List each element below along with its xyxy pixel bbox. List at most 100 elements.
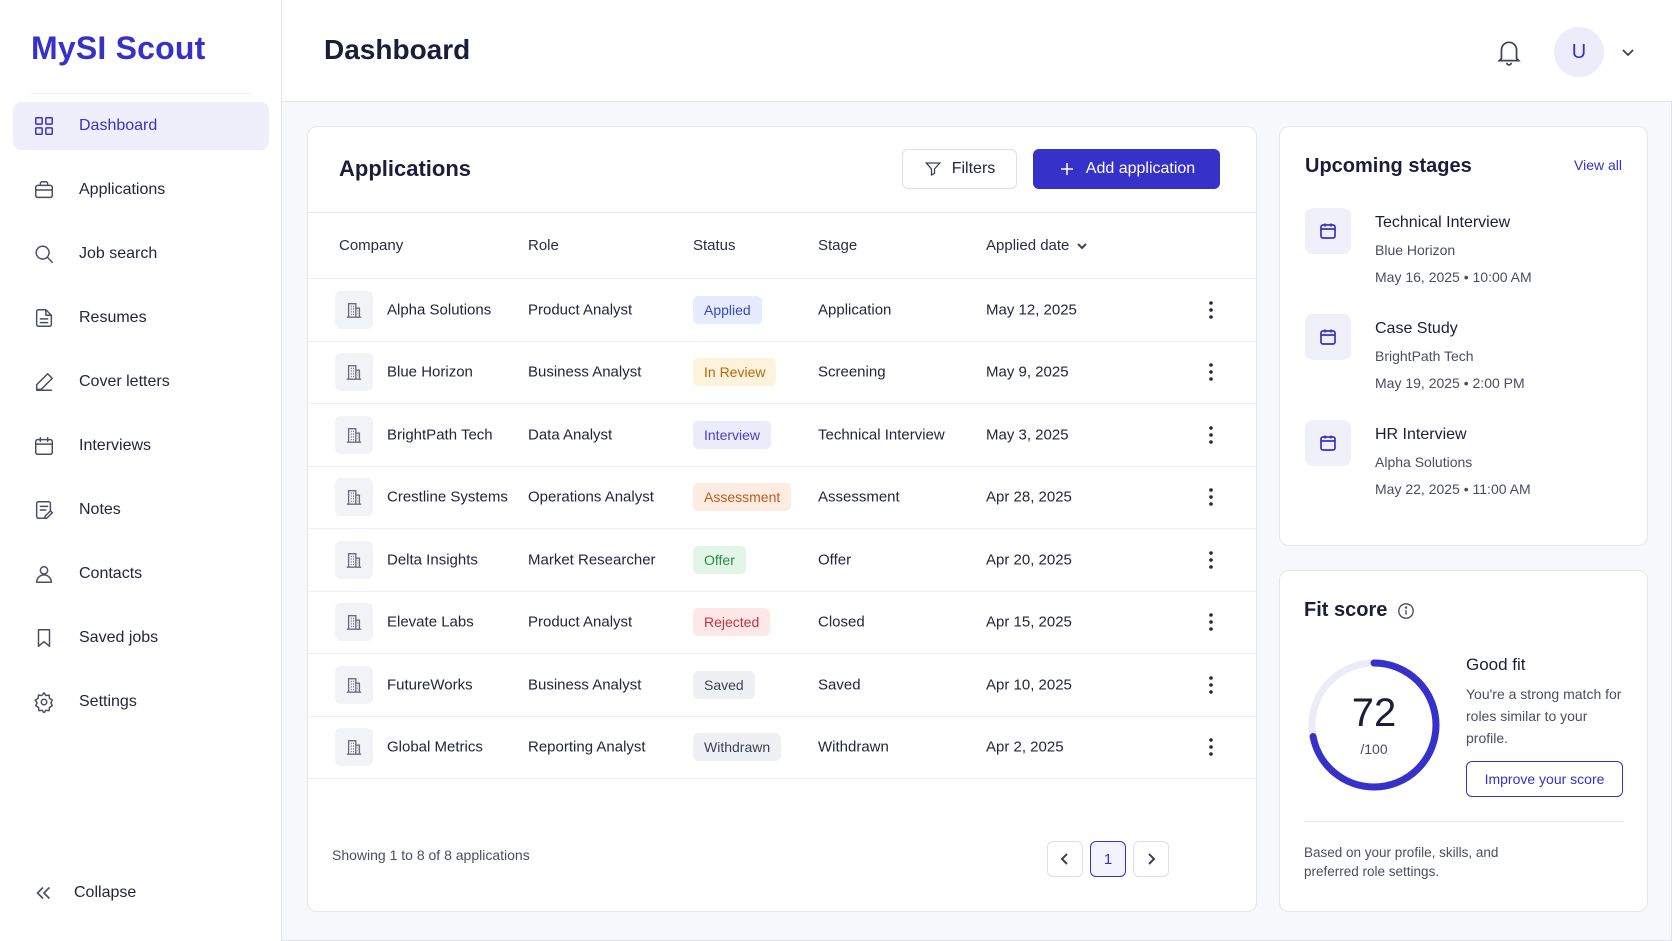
column-header-status[interactable]: Status	[693, 237, 736, 254]
fit-label: Good fit	[1466, 655, 1526, 674]
table-row[interactable]: Elevate Labs Product Analyst Rejected Close…	[308, 592, 1256, 654]
bell-icon[interactable]	[1496, 38, 1522, 66]
stage-company: Alpha Solutions	[1375, 454, 1473, 470]
kebab-menu-icon[interactable]	[1201, 485, 1221, 509]
column-header-stage[interactable]: Stage	[818, 237, 858, 254]
table-row[interactable]: Crestline Systems Operations Analyst Asses…	[308, 467, 1256, 529]
stage-name: Saved	[818, 676, 861, 694]
stage-name: Screening	[818, 363, 886, 381]
next-page-button[interactable]	[1133, 841, 1169, 877]
add-application-label: Add application	[1085, 160, 1196, 177]
applied-date: Apr 20, 2025	[986, 551, 1072, 569]
pagination-summary: Showing 1 to 8 of 8 applications	[332, 847, 530, 863]
kebab-menu-icon[interactable]	[1201, 548, 1221, 572]
status-badge: Rejected	[693, 608, 771, 637]
app-logo[interactable]: MySI Scout	[31, 30, 206, 66]
table-row[interactable]: Alpha Solutions Product Analyst Applied App…	[308, 279, 1256, 342]
sidebar-item-label: Job search	[79, 245, 158, 262]
stage-company: Blue Horizon	[1375, 242, 1456, 258]
sidebar-item-applications[interactable]: Applications	[13, 166, 269, 214]
calendar-icon	[1305, 208, 1351, 254]
table-row[interactable]: BrightPath Tech Data Analyst Interview Tech…	[308, 404, 1256, 467]
kebab-menu-icon[interactable]	[1201, 735, 1221, 759]
table-row[interactable]: Blue Horizon Business Analyst In Review Scr…	[308, 342, 1256, 404]
card-header-divider	[308, 212, 1256, 213]
status-badge: Withdrawn	[693, 733, 782, 762]
page-button-current[interactable]: 1	[1090, 841, 1126, 877]
kebab-menu-icon[interactable]	[1201, 360, 1221, 384]
fit-divider	[1304, 821, 1624, 822]
stage-name: Withdrawn	[818, 738, 889, 756]
info-icon[interactable]	[1397, 602, 1415, 620]
status-badge: Interview	[693, 420, 772, 449]
sidebar-item-label: Settings	[79, 693, 137, 710]
building-icon	[335, 478, 373, 517]
double-chevron-left-icon	[36, 886, 51, 900]
stage-datetime: May 22, 2025 • 11:00 AM	[1375, 481, 1531, 497]
chevron-right-icon	[1148, 853, 1156, 865]
status-badge: Offer	[693, 545, 746, 574]
applications-title: Applications	[339, 156, 472, 181]
company-name: Blue Horizon	[387, 363, 473, 381]
sidebar-item-cover-letters[interactable]: Cover letters	[13, 358, 269, 406]
sidebar-item-job-search[interactable]: Job search	[13, 230, 269, 278]
building-icon	[335, 290, 373, 329]
building-icon	[335, 665, 373, 704]
kebab-menu-icon[interactable]	[1201, 298, 1221, 322]
stage-datetime: May 19, 2025 • 2:00 PM	[1375, 375, 1525, 391]
fit-score-card: Fit score 72 /100 Good fit You're a stro…	[1279, 570, 1648, 912]
kebab-menu-icon[interactable]	[1201, 423, 1221, 447]
page-title: Dashboard	[324, 34, 471, 65]
table-row[interactable]: Delta Insights Market Researcher Offer Offe…	[308, 529, 1256, 592]
sidebar-item-interviews[interactable]: Interviews	[13, 422, 269, 470]
upcoming-stage-item[interactable]: Technical Interview Blue Horizon May 16, 2…	[1305, 208, 1625, 298]
stage-title: Case Study	[1375, 320, 1458, 337]
upcoming-stage-item[interactable]: Case Study BrightPath Tech May 19, 2025 • …	[1305, 314, 1625, 404]
table-row[interactable]: FutureWorks Business Analyst Saved Saved Apr…	[308, 654, 1256, 717]
previous-page-button[interactable]	[1047, 841, 1083, 877]
role-name: Market Researcher	[528, 551, 656, 569]
filters-button[interactable]: Filters	[902, 149, 1017, 189]
sidebar-item-notes[interactable]: Notes	[13, 486, 269, 534]
status-badge: In Review	[693, 358, 777, 387]
column-header-applied-date[interactable]: Applied date	[986, 237, 1088, 254]
sidebar-item-label: Resumes	[79, 309, 147, 326]
sidebar-item-resumes[interactable]: Resumes	[13, 294, 269, 342]
fit-note: Based on your profile, skills, and prefe…	[1304, 845, 1499, 879]
applied-date-label: Applied date	[986, 237, 1070, 254]
sidebar-item-saved-jobs[interactable]: Saved jobs	[13, 614, 269, 662]
table-row[interactable]: Global Metrics Reporting Analyst Withdrawn…	[308, 717, 1256, 779]
logo-divider	[31, 93, 251, 94]
person-icon	[32, 562, 56, 586]
note-icon	[32, 498, 56, 522]
fit-score-gauge: 72 /100	[1304, 655, 1444, 795]
sort-chevron-down-icon	[1077, 243, 1088, 250]
role-name: Data Analyst	[528, 426, 613, 444]
chevron-down-icon[interactable]	[1620, 44, 1636, 60]
company-name: Elevate Labs	[387, 613, 474, 631]
sidebar-item-dashboard[interactable]: Dashboard	[13, 102, 269, 150]
role-name: Reporting Analyst	[528, 738, 646, 756]
status-badge: Saved	[693, 670, 755, 699]
column-header-role[interactable]: Role	[528, 237, 559, 254]
stage-name: Application	[818, 301, 892, 319]
improve-score-button[interactable]: Improve your score	[1466, 761, 1623, 797]
add-application-button[interactable]: Add application	[1033, 149, 1220, 189]
view-all-link[interactable]: View all	[1574, 157, 1622, 173]
plus-icon	[1060, 163, 1073, 175]
applied-date: May 3, 2025	[986, 426, 1069, 444]
upcoming-stages-card: Upcoming stages View all Technical Inter…	[1279, 126, 1648, 546]
fit-score-value: 72	[1351, 691, 1397, 735]
sidebar-item-contacts[interactable]: Contacts	[13, 550, 269, 598]
sidebar-item-settings[interactable]: Settings	[13, 678, 269, 726]
sidebar-item-label: Cover letters	[79, 373, 170, 390]
kebab-menu-icon[interactable]	[1201, 610, 1221, 634]
top-header: Dashboard U	[282, 0, 1672, 102]
upcoming-stage-item[interactable]: HR Interview Alpha Solutions May 22, 2025 …	[1305, 420, 1625, 510]
avatar[interactable]: U	[1554, 27, 1604, 77]
collapse-button[interactable]: Collapse	[32, 882, 136, 904]
kebab-menu-icon[interactable]	[1201, 673, 1221, 697]
dashboard-icon	[32, 114, 56, 138]
column-header-company[interactable]: Company	[339, 237, 404, 254]
building-icon	[335, 540, 373, 579]
